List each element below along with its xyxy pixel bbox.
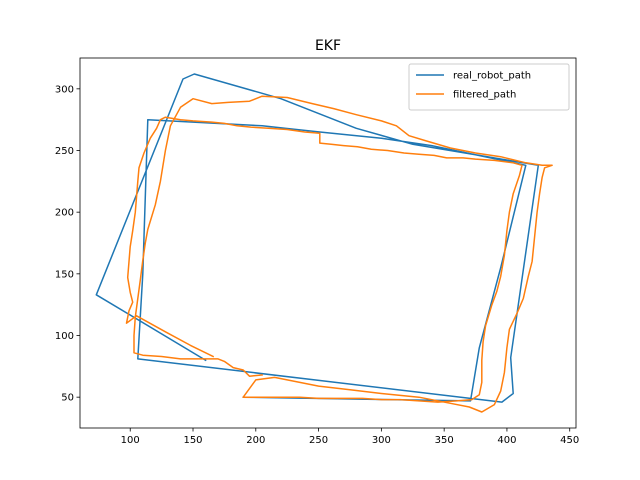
x-tick-label: 400	[497, 435, 516, 446]
legend-label-real-robot-path: real_robot_path	[453, 71, 531, 82]
y-tick-label: 150	[55, 269, 74, 280]
y-tick-label: 250	[55, 146, 74, 157]
legend: real_robot_path filtered_path	[408, 63, 570, 111]
y-tick-label: 100	[55, 331, 74, 342]
x-tick-label: 250	[309, 435, 328, 446]
x-tick-label: 300	[372, 435, 391, 446]
legend-label-filtered-path: filtered_path	[453, 90, 516, 101]
x-tick-label: 450	[560, 435, 579, 446]
chart-title: EKF	[315, 38, 341, 54]
plot-area	[95, 73, 553, 413]
series-line-filtered-path	[125, 95, 553, 413]
x-tick-label: 100	[121, 435, 140, 446]
axes: 100 150 200 250 300 350 400 450 50 100 150 200 250 30…	[55, 57, 579, 446]
y-tick-label: 300	[55, 84, 74, 95]
x-tick-label: 150	[183, 435, 202, 446]
series-line-real-robot-path	[95, 73, 540, 403]
x-tick-label: 350	[435, 435, 454, 446]
axes-frame	[79, 57, 577, 429]
legend-box	[408, 63, 570, 111]
x-tick-label: 200	[246, 435, 265, 446]
y-tick-label: 50	[61, 393, 74, 404]
y-tick-label: 200	[55, 208, 74, 219]
